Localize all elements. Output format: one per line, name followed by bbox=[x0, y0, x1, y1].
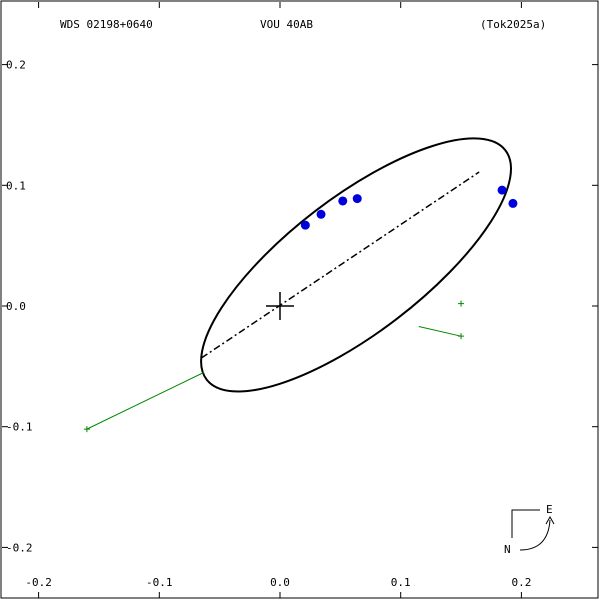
compass-north-label: N bbox=[504, 543, 511, 556]
y-tick-label: 0.2 bbox=[6, 59, 26, 72]
compass-north-arm bbox=[511, 509, 540, 538]
observation-point bbox=[300, 220, 310, 230]
x-tick-label: 0.1 bbox=[391, 576, 411, 589]
compass-east-label: E bbox=[546, 503, 553, 516]
y-tick-label: 0.0 bbox=[6, 300, 26, 313]
x-tick-label: -0.1 bbox=[146, 576, 173, 589]
residual-endpoint-marker bbox=[83, 426, 90, 433]
discoverer-designation: VOU 40AB bbox=[260, 18, 313, 31]
observation-point bbox=[497, 185, 507, 195]
x-tick-label: -0.2 bbox=[25, 576, 52, 589]
residual-line bbox=[418, 326, 462, 337]
compass-rotation-arrow bbox=[519, 519, 551, 551]
primary-star-layer bbox=[266, 292, 294, 320]
x-tick-label: 0.2 bbox=[511, 576, 531, 589]
observation-point bbox=[352, 194, 362, 204]
compass: E N bbox=[504, 503, 555, 556]
y-tick-label: 0.1 bbox=[6, 179, 26, 192]
y-tick-label: -0.1 bbox=[6, 421, 33, 434]
line-of-nodes bbox=[201, 171, 480, 359]
residual-layer bbox=[83, 300, 465, 433]
orbit-reference: (Tok2025a) bbox=[480, 18, 546, 31]
observation-point bbox=[338, 196, 348, 206]
wds-identifier: WDS 02198+0640 bbox=[60, 18, 153, 31]
x-tick-label: 0.0 bbox=[270, 576, 290, 589]
observation-point bbox=[316, 209, 326, 219]
observation-point bbox=[508, 198, 518, 208]
residual-endpoint-marker bbox=[458, 333, 465, 340]
orbit-ellipse-layer bbox=[200, 137, 512, 393]
primary-star-marker bbox=[266, 292, 294, 320]
residual-line bbox=[86, 371, 205, 430]
observation-layer bbox=[300, 185, 518, 230]
compass-arrow-head bbox=[545, 515, 555, 525]
residual-endpoint-marker bbox=[458, 300, 465, 307]
y-tick-label: -0.2 bbox=[6, 541, 33, 554]
orbit-ellipse bbox=[200, 137, 512, 393]
